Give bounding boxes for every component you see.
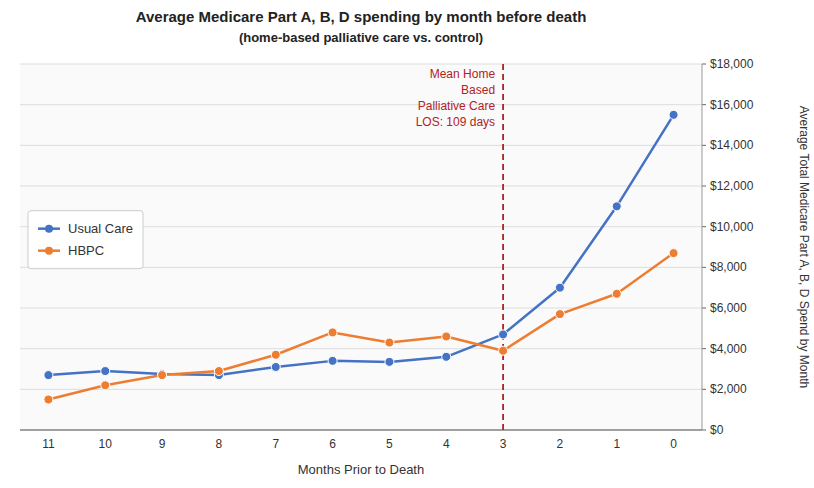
x-tick-label: 6 — [329, 437, 336, 451]
grid-line — [20, 308, 702, 309]
series-point — [44, 395, 53, 404]
series-point — [612, 289, 621, 298]
x-tick-label: 3 — [500, 437, 507, 451]
series-point — [328, 328, 337, 337]
x-tick-label: 5 — [386, 437, 393, 451]
grid-line — [20, 348, 702, 349]
annotation-line-text: Based — [461, 83, 495, 97]
y-tick — [702, 104, 706, 105]
series-line — [48, 253, 673, 399]
title: Average Medicare Part A, B, D spending b… — [136, 8, 587, 25]
x-tick-label: 11 — [42, 437, 55, 451]
x-tick-label: 7 — [272, 437, 279, 451]
annotation-line-text: Palliative Care — [418, 99, 496, 113]
series-point — [555, 310, 564, 319]
x-tick-label: 10 — [99, 437, 113, 451]
y-tick-label: $12,000 — [710, 179, 754, 193]
x-axis-line — [20, 429, 702, 430]
y-tick — [702, 389, 706, 390]
x-tick-label: 8 — [216, 437, 223, 451]
grid-line — [20, 389, 702, 390]
legend-label: HBPC — [68, 243, 104, 258]
y-tick — [702, 348, 706, 349]
series-point — [101, 367, 110, 376]
x-tick-label: 0 — [670, 437, 677, 451]
series-point — [271, 362, 280, 371]
grid-line — [20, 145, 702, 146]
y-tick — [702, 145, 706, 146]
annotation-line-text: Mean Home — [430, 67, 496, 81]
y-tick-label: $6,000 — [710, 301, 747, 315]
series-point — [669, 110, 678, 119]
series-point — [271, 350, 280, 359]
series-point — [499, 346, 508, 355]
series-point — [101, 381, 110, 390]
y-axis-line — [702, 64, 703, 430]
annotation-line — [502, 64, 504, 430]
x-tick-label: 1 — [613, 437, 620, 451]
series-point — [442, 332, 451, 341]
annotation-text: Mean Home Based Palliative Care LOS: 109 da… — [416, 67, 496, 129]
y-tick — [702, 64, 706, 65]
grid-line — [20, 64, 702, 65]
legend-marker — [45, 225, 53, 233]
legend: Usual Care HBPC — [28, 211, 143, 269]
grid-line — [20, 186, 702, 187]
subtitle: (home-based palliative care vs. control) — [239, 30, 483, 45]
y-tick — [702, 186, 706, 187]
x-tick-label: 4 — [443, 437, 450, 451]
legend-label: Usual Care — [68, 221, 133, 236]
series-point — [158, 371, 167, 380]
legend-marker — [45, 247, 53, 255]
series-point — [328, 356, 337, 365]
y-tick-label: $0 — [710, 423, 724, 437]
y-tick — [702, 308, 706, 309]
grid-line — [20, 104, 702, 105]
x-tick-label: 9 — [159, 437, 166, 451]
y-tick — [702, 226, 706, 227]
grid-line — [20, 430, 702, 431]
chart: $0 $2,000 $4,000 $6,000 $8,000 $10,000 $12,000… — [0, 0, 814, 488]
y-tick-label: $16,000 — [710, 98, 754, 112]
series-point — [555, 283, 564, 292]
annotation-line-text: LOS: 109 days — [416, 115, 495, 129]
series-point — [385, 338, 394, 347]
series-point — [669, 249, 678, 258]
series-point — [385, 357, 394, 366]
y-tick-label: $2,000 — [710, 382, 747, 396]
series-point — [44, 371, 53, 380]
legend-box — [28, 211, 143, 269]
y-tick-label: $18,000 — [710, 57, 754, 71]
series-point — [442, 352, 451, 361]
y-tick — [702, 430, 706, 431]
x-tick-label: 2 — [557, 437, 564, 451]
y-tick-label: $14,000 — [710, 138, 754, 152]
plot-area — [20, 64, 702, 430]
series-point — [612, 202, 621, 211]
y-tick-label: $8,000 — [710, 260, 747, 274]
series-point — [214, 367, 223, 376]
y-tick-label: $4,000 — [710, 342, 747, 356]
y-tick-label: $10,000 — [710, 220, 754, 234]
y-tick — [702, 267, 706, 268]
series-point — [499, 330, 508, 339]
y-axis-label: Average Total Medicare Part A, B, D Spen… — [797, 106, 811, 388]
x-axis-label: Months Prior to Death — [298, 462, 424, 477]
